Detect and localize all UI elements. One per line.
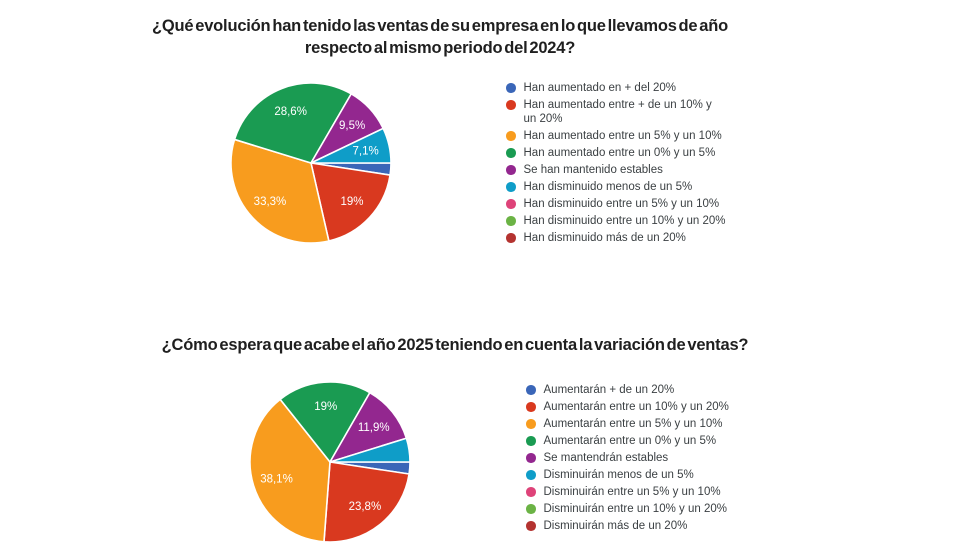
legend-label: Disminuirán entre un 10% y un 20% <box>543 503 727 515</box>
chart-title-2024-evolution: ¿Qué evolución han tenido las ventas de … <box>151 17 729 57</box>
pie-slice <box>230 138 330 244</box>
legend-item: Aumentarán + de un 20% <box>526 383 746 397</box>
legend-item: Aumentarán entre un 0% y un 5% <box>526 434 746 448</box>
slice-percentage-label: 28,6% <box>274 106 307 118</box>
legend-item: Se mantendrán estables <box>526 451 746 465</box>
legend-2025-forecast: Aumentarán + de un 20% Aumentarán entre u… <box>526 383 746 536</box>
pie-slice <box>310 162 391 242</box>
legend-label: Han aumentado entre + de un 10% y un 20% <box>523 99 712 125</box>
legend-label: Se han mantenido estables <box>523 164 663 176</box>
legend-label: Disminuirán entre un 5% y un 10% <box>543 486 721 498</box>
legend-item: Han aumentado entre un 0% y un 5% <box>506 146 726 160</box>
slice-percentage-label: 19% <box>341 196 364 208</box>
legend-item: Disminuirán entre un 10% y un 20% <box>526 502 746 516</box>
legend-label: Aumentarán entre un 10% y un 20% <box>543 401 729 413</box>
legend-color-dot <box>506 165 516 175</box>
legend-label: Aumentarán entre un 0% y un 5% <box>543 435 717 447</box>
slice-percentage-label: 38,1% <box>260 473 293 485</box>
legend-item: Se han mantenido estables <box>506 163 726 177</box>
legend-color-dot <box>506 100 516 110</box>
legend-label: Han aumentado entre un 5% y un 10% <box>523 130 722 142</box>
slice-percentage-label: 33,3% <box>254 196 287 208</box>
legend-item: Disminuirán más de un 20% <box>526 519 746 533</box>
pie-slice <box>323 461 410 543</box>
legend-color-dot <box>526 436 536 446</box>
legend-color-dot <box>506 148 516 158</box>
legend-item: Han aumentado en + del 20% <box>506 81 726 95</box>
slice-percentage-label: 19% <box>314 401 337 413</box>
legend-item: Han aumentado entre + de un 10% y un 20% <box>506 98 726 126</box>
legend-item: Aumentarán entre un 5% y un 10% <box>526 417 746 431</box>
slice-percentage-label: 9,5% <box>339 120 365 132</box>
legend-item: Han disminuido entre un 10% y un 20% <box>506 214 726 228</box>
slice-percentage-label: 11,9% <box>358 422 390 434</box>
legend-label: Han aumentado entre un 0% y un 5% <box>523 147 716 159</box>
legend-color-dot <box>506 131 516 141</box>
legend-item: Aumentarán entre un 10% y un 20% <box>526 400 746 414</box>
pie-slice <box>279 381 371 463</box>
legend-label: Han disminuido entre un 5% y un 10% <box>523 198 720 210</box>
legend-item: Han disminuido menos de un 5% <box>506 180 726 194</box>
legend-label: Disminuirán menos de un 5% <box>543 469 694 481</box>
legend-color-dot <box>526 521 536 531</box>
legend-label: Han disminuido entre un 10% y un 20% <box>523 215 726 227</box>
legend-label: Han aumentado en + del 20% <box>523 82 677 94</box>
legend-color-dot <box>526 402 536 412</box>
legend-item: Han disminuido más de un 20% <box>506 231 726 245</box>
legend-color-dot <box>506 233 516 243</box>
legend-item: Han aumentado entre un 5% y un 10% <box>506 129 726 143</box>
legend-label: Aumentarán + de un 20% <box>543 384 675 396</box>
pie-chart-2025-forecast: 23,8% 38,1% 19% 11,9% <box>249 381 411 543</box>
legend-item: Disminuirán menos de un 5% <box>526 468 746 482</box>
slice-percentage-label: 7,1% <box>353 146 379 158</box>
legend-label: Han disminuido menos de un 5% <box>523 181 693 193</box>
legend-label: Han disminuido más de un 20% <box>523 232 686 244</box>
legend-color-dot <box>526 419 536 429</box>
legend-label: Aumentarán entre un 5% y un 10% <box>543 418 723 430</box>
pie-slice <box>329 437 411 463</box>
legend-color-dot <box>506 182 516 192</box>
legend-label: Disminuirán más de un 20% <box>543 520 688 532</box>
chart-title-2025-forecast: ¿Cómo espera que acabe el año 2025 tenie… <box>161 336 749 354</box>
legend-color-dot <box>526 470 536 480</box>
legend-color-dot <box>506 199 516 209</box>
legend-color-dot <box>506 83 516 93</box>
legend-color-dot <box>526 385 536 395</box>
legend-color-dot <box>526 487 536 497</box>
legend-item: Han disminuido entre un 5% y un 10% <box>506 197 726 211</box>
legend-2024-evolution: Han aumentado en + del 20% Han aumentado … <box>506 81 726 248</box>
legend-color-dot <box>526 453 536 463</box>
pie-slice <box>329 391 408 463</box>
pie-slice <box>249 398 331 543</box>
pie-chart-2024-evolution: 19% 33,3% 28,6% 9,5% 7,1% <box>230 82 392 244</box>
legend-item: Disminuirán entre un 5% y un 10% <box>526 485 746 499</box>
legend-color-dot <box>526 504 536 514</box>
pie-slice <box>310 127 392 164</box>
legend-label: Se mantendrán estables <box>543 452 669 464</box>
legend-color-dot <box>506 216 516 226</box>
slice-percentage-label: 23,8% <box>349 501 382 513</box>
